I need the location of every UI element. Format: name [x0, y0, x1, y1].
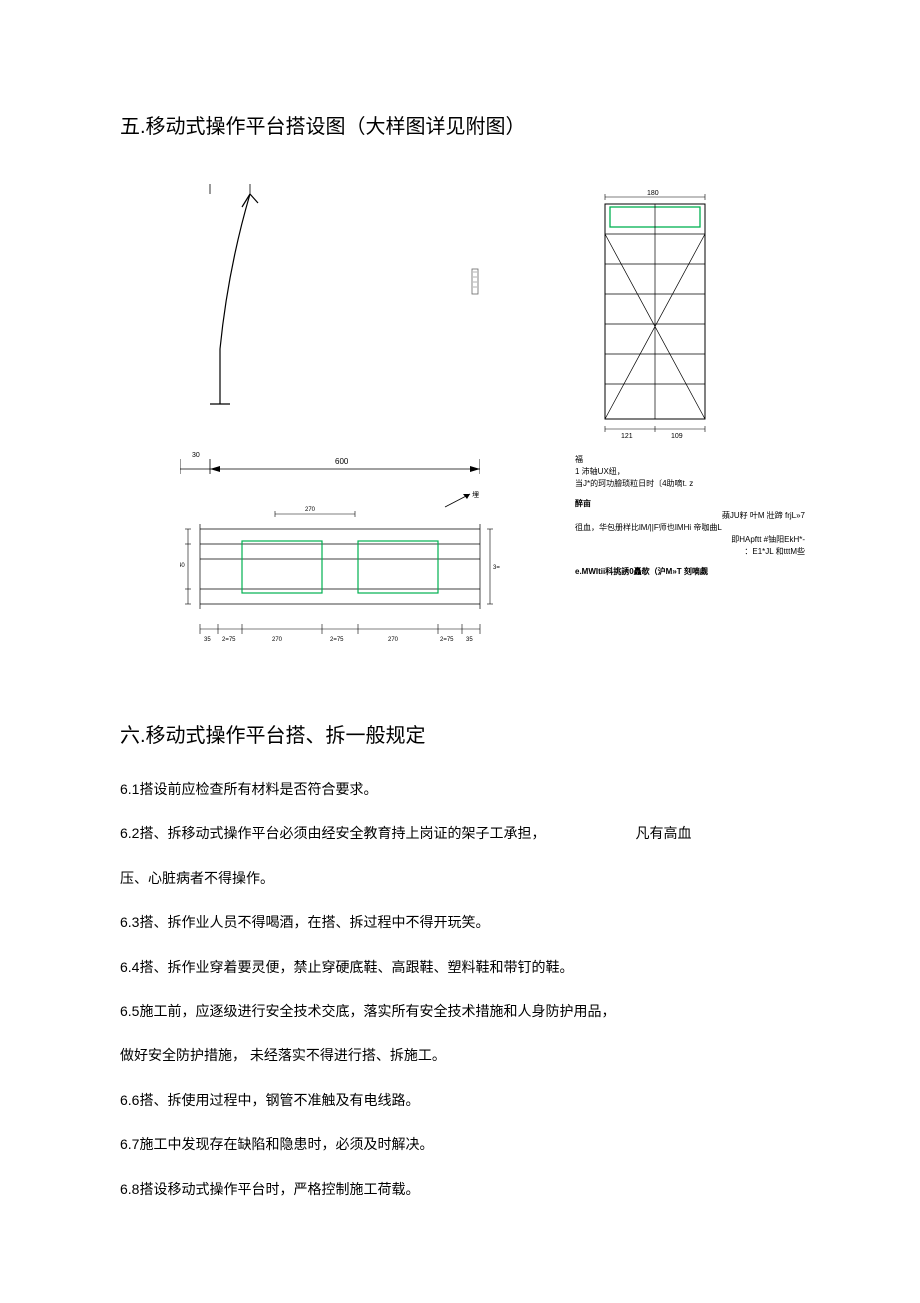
- figure-annotation-text: 福 1 沛轴UX纽， 当J*的珂功膾琐粒日时〔4助嘀t. z 醉亩 蘋JU籽 叶…: [575, 454, 805, 578]
- rule-6-3: 6.3搭、拆作业人员不得喝酒，在搭、拆过程中不得开玩笑。: [120, 911, 800, 933]
- section-5-heading: 五.移动式操作平台搭设图（大样图详见附图）: [120, 110, 800, 139]
- rule-6-7: 6.7施工中发现存在缺陷和隐患时，必须及时解决。: [120, 1133, 800, 1155]
- svg-text:270: 270: [272, 637, 283, 643]
- annot-line: 福: [575, 454, 805, 466]
- rule-6-2-b: 凡有高血: [635, 825, 691, 841]
- rule-6-6: 6.6搭、拆使用过程中，钢管不准触及有电线路。: [120, 1089, 800, 1111]
- annot-line: 1 沛轴UX纽，: [575, 466, 805, 478]
- annot-line: ：E1*JL 和tttM些: [575, 546, 805, 558]
- svg-text:270: 270: [305, 507, 316, 513]
- svg-text:121: 121: [621, 433, 633, 439]
- rule-6-2: 6.2搭、拆移动式操作平台必须由经安全教育持上岗证的架子工承担， 凡有高血: [120, 822, 800, 844]
- rule-6-1: 6.1搭设前应检查所有材料是否符合要求。: [120, 778, 800, 800]
- rule-6-8: 6.8搭设移动式操作平台时，严格控制施工荷载。: [120, 1178, 800, 1200]
- section-6-heading: 六.移动式操作平台搭、拆一般规定: [120, 719, 800, 748]
- annot-line: 即HApftt #铀阳EkH*-: [575, 534, 805, 546]
- svg-text:35: 35: [204, 637, 211, 643]
- svg-text:2=75: 2=75: [330, 637, 344, 643]
- annot-line: 蘋JU籽 叶M 壯蹄 frjL»7: [575, 510, 805, 522]
- rule-6-5: 6.5施工前，应逐级进行安全技术交底，落实所有安全技术措施和人身防护用品，: [120, 1000, 800, 1022]
- rule-6-5-cont: 做好安全防护措施， 未经落实不得进行搭、拆施工。: [120, 1044, 800, 1066]
- dim-30: 30: [192, 452, 200, 459]
- figure-scaffold-side: 180: [575, 189, 735, 439]
- svg-text:270: 270: [388, 637, 399, 643]
- rule-6-4: 6.4搭、拆作业穿着要灵便，禁止穿硬底鞋、高跟鞋、塑料鞋和带钉的鞋。: [120, 956, 800, 978]
- figure-plan: 埋 270: [180, 489, 480, 669]
- annot-line: e.MWItii科挑誘0矗欹（沪M»T 刻嘀觑: [575, 566, 805, 578]
- svg-text:3=5: 3=5: [493, 565, 500, 571]
- annot-line: 当J*的珂功膾琐粒日时〔4助嘀t. z: [575, 478, 805, 490]
- figure-elevation-arc: 30 600: [180, 179, 480, 479]
- svg-text:40: 40: [180, 563, 185, 569]
- svg-text:2=75: 2=75: [222, 637, 236, 643]
- dim-600: 600: [335, 457, 349, 466]
- svg-text:109: 109: [671, 433, 683, 439]
- annot-line: 醉亩: [575, 498, 805, 510]
- svg-text:35: 35: [466, 637, 473, 643]
- svg-text:2=75: 2=75: [440, 637, 454, 643]
- figure-area: 30 600 埋: [120, 179, 800, 689]
- rule-6-2-a: 6.2搭、拆移动式操作平台必须由经安全教育持上岗证的架子工承担，: [120, 825, 545, 841]
- svg-text:埋: 埋: [472, 490, 479, 499]
- annot-line: 徂血，华包册样比lM/||F师也IMHi 帝咖曲L: [575, 522, 805, 534]
- document-page: 五.移动式操作平台搭设图（大样图详见附图） 30: [0, 0, 920, 1282]
- svg-text:180: 180: [647, 190, 659, 197]
- rule-6-2-cont: 压、心脏病者不得操作。: [120, 867, 800, 889]
